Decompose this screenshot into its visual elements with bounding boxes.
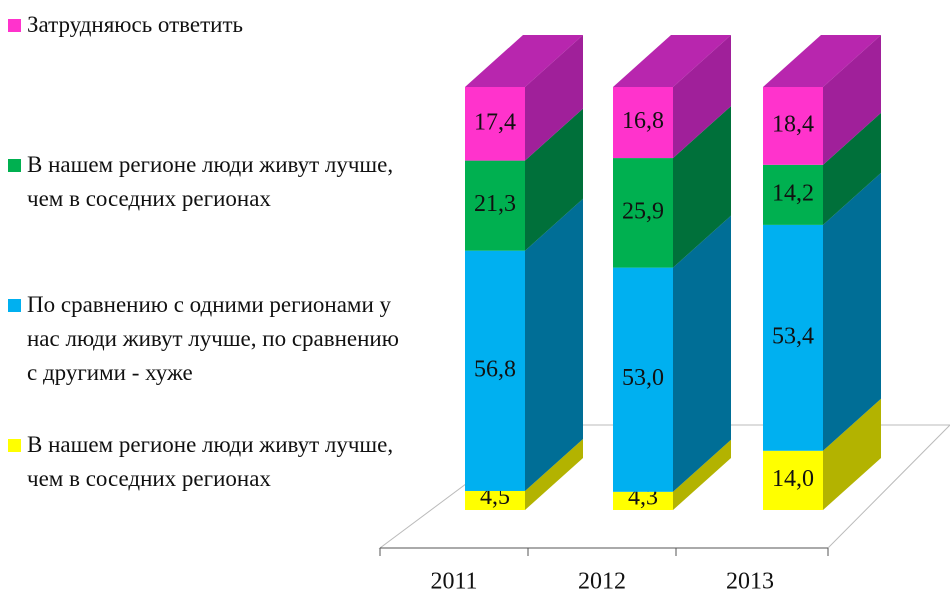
legend-item: В нашем регионе люди живут лучше, чем в … [8,428,408,496]
bar-side [673,106,731,268]
bar-segment [613,158,673,268]
bar-top [763,35,881,87]
bar-segment [465,250,525,491]
legend-swatch [8,19,21,32]
value-label: 25,9 [622,198,664,224]
bar-segment [613,87,673,159]
bar-segment [613,491,673,510]
bar-side [673,439,731,510]
value-label: 53,0 [622,365,664,391]
legend-label: В нашем регионе люди живут лучше, чем в … [27,152,394,211]
value-label: 14,2 [772,180,814,206]
value-label: 53,4 [772,323,814,349]
bar-top [613,35,731,87]
bar-side [525,438,583,510]
x-tick-label: 2013 [726,569,774,593]
value-label: 16,8 [622,108,664,134]
bar-side [823,35,881,165]
bar-top [465,35,583,87]
value-label: 56,8 [474,356,516,382]
bar-side [525,198,583,491]
bar-segment [763,450,823,510]
value-label: 21,3 [474,191,516,217]
legend-swatch [8,159,21,172]
legend-swatch [8,439,21,452]
bar-side [525,108,583,251]
x-tick-label: 2011 [430,569,477,593]
legend-swatch [8,299,21,312]
legend-label: В нашем регионе люди живут лучше, чем в … [27,432,394,491]
bar-side [673,215,731,492]
legend-item: По сравнению с одними регионами у нас лю… [8,288,408,390]
legend-label: По сравнению с одними регионами у нас лю… [27,292,399,385]
value-label: 18,4 [772,111,814,137]
bar-side [673,35,731,159]
bar-segment [763,224,823,451]
legend-label: Затрудняюсь ответить [27,12,244,37]
bar-segment [465,160,525,251]
x-tick-label: 2012 [578,569,626,593]
bar-side [823,112,881,225]
legend-item: Затрудняюсь ответить [8,8,408,42]
bar-segment [763,87,823,165]
bar-segment [465,490,525,510]
value-label: 14,0 [772,466,814,492]
value-label: 17,4 [474,109,516,135]
bar-side [525,35,583,161]
bar-segment [613,267,673,492]
bar-segment [465,87,525,161]
bar-side [823,172,881,451]
bar-segment [763,164,823,225]
legend-item: В нашем регионе люди живут лучше, чем в … [8,148,408,216]
bar-side [823,398,881,510]
